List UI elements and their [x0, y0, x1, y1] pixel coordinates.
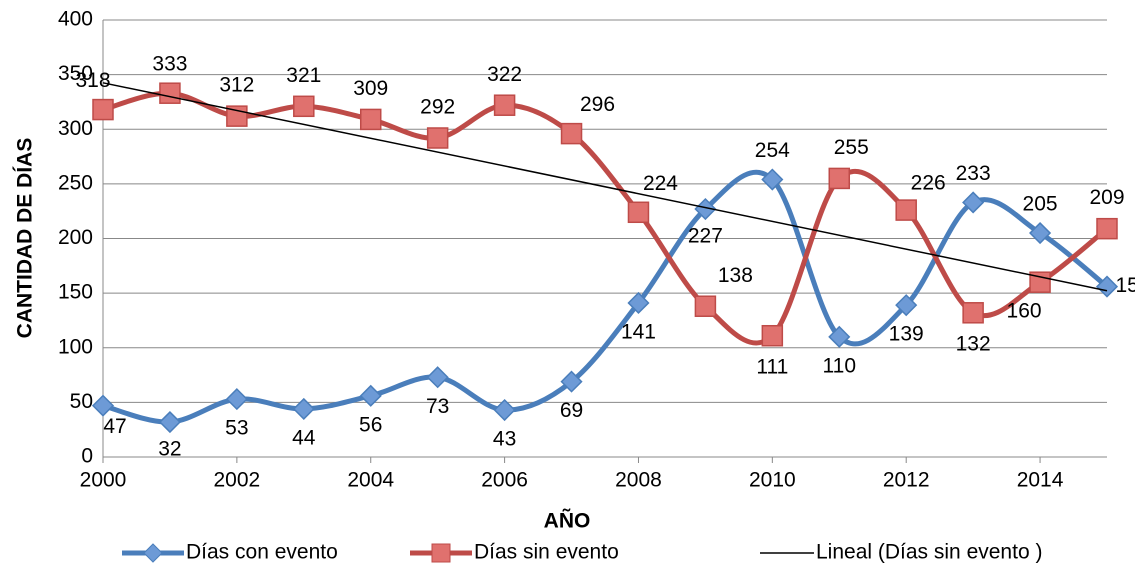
legend-label: Días sin evento: [474, 541, 619, 564]
y-tick-label: 150: [58, 281, 93, 304]
data-label: 139: [889, 323, 924, 346]
data-label: 110: [823, 354, 856, 377]
data-label: 309: [353, 77, 388, 100]
data-label: 138: [718, 264, 753, 287]
data-label: 321: [286, 64, 321, 87]
data-label: 111: [756, 355, 788, 378]
data-label: 209: [1089, 186, 1124, 209]
x-axis-label: AÑO: [544, 510, 591, 533]
marker-diamond: [493, 398, 516, 422]
marker-square: [493, 94, 516, 116]
marker-square: [92, 98, 114, 121]
data-label: 141: [621, 321, 656, 344]
x-tick-label: 2008: [615, 469, 662, 492]
y-tick-label: 400: [58, 8, 93, 31]
marker-diamond: [761, 168, 784, 191]
data-label: 254: [755, 139, 790, 162]
marker-diamond: [426, 366, 449, 389]
y-tick-label: 100: [58, 335, 93, 358]
data-label: 312: [219, 74, 254, 97]
x-tick-label: 2014: [1017, 469, 1064, 492]
data-label: 227: [688, 225, 723, 248]
data-label: 160: [1007, 300, 1042, 323]
data-label: 156: [1115, 274, 1135, 297]
y-tick-label: 0: [81, 445, 93, 468]
legend-marker: [431, 543, 451, 563]
data-label: 333: [152, 53, 187, 76]
marker-square: [560, 122, 583, 145]
trendline: [102, 82, 1108, 292]
marker-diamond: [828, 325, 851, 348]
x-tick-label: 2010: [749, 469, 796, 492]
data-label: 296: [580, 93, 615, 116]
y-tick-label: 50: [70, 390, 93, 413]
y-tick-label: 350: [58, 62, 93, 85]
marker-square: [359, 108, 382, 131]
data-label: 132: [956, 332, 991, 355]
data-label: 32: [158, 438, 181, 461]
data-label: 318: [75, 69, 110, 92]
marker-square: [962, 302, 984, 324]
data-label: 205: [1023, 193, 1058, 216]
data-label: 233: [956, 162, 991, 185]
x-tick-label: 2004: [347, 469, 394, 492]
x-tick-label: 2012: [883, 469, 930, 492]
x-tick-label: 2006: [481, 469, 528, 492]
marker-diamond: [359, 384, 382, 407]
marker-diamond: [292, 397, 315, 420]
y-tick-label: 250: [58, 171, 93, 194]
data-label: 322: [487, 63, 522, 86]
data-label: 226: [911, 172, 946, 195]
marker-diamond: [627, 291, 650, 315]
y-tick-label: 200: [58, 226, 93, 249]
marker-square: [293, 95, 315, 118]
marker-square: [627, 201, 650, 224]
marker-square: [159, 82, 181, 104]
data-label: 73: [426, 395, 449, 418]
legend-marker: [143, 543, 163, 563]
marker-square: [895, 199, 917, 221]
marker-diamond: [962, 191, 985, 214]
marker-square: [828, 167, 851, 190]
data-label: 69: [560, 399, 583, 422]
marker-square: [426, 127, 449, 149]
marker-square: [694, 295, 717, 317]
marker-diamond: [225, 388, 248, 411]
marker-diamond: [158, 410, 181, 434]
y-tick-label: 300: [58, 117, 93, 140]
legend-label: Lineal (Días sin evento ): [816, 541, 1042, 564]
marker-square: [1096, 217, 1118, 240]
data-label: 53: [225, 417, 248, 440]
y-axis-label: CANTIDAD DE DÍAS: [14, 138, 37, 339]
marker-square: [761, 324, 784, 347]
data-label: 56: [359, 413, 382, 436]
marker-diamond: [1095, 275, 1119, 298]
data-label: 255: [834, 136, 869, 159]
x-tick-label: 2002: [214, 469, 261, 492]
data-label: 224: [643, 172, 678, 195]
marker-diamond: [560, 370, 583, 393]
x-tick-label: 2000: [80, 469, 127, 492]
marker-diamond: [895, 294, 918, 317]
data-label: 44: [292, 426, 316, 449]
data-label: 43: [493, 428, 516, 451]
data-label: 47: [103, 415, 126, 438]
marker-diamond: [1029, 221, 1052, 245]
data-label: 292: [420, 96, 455, 119]
legend-label: Días con evento: [186, 541, 338, 564]
marker-diamond: [91, 394, 115, 417]
